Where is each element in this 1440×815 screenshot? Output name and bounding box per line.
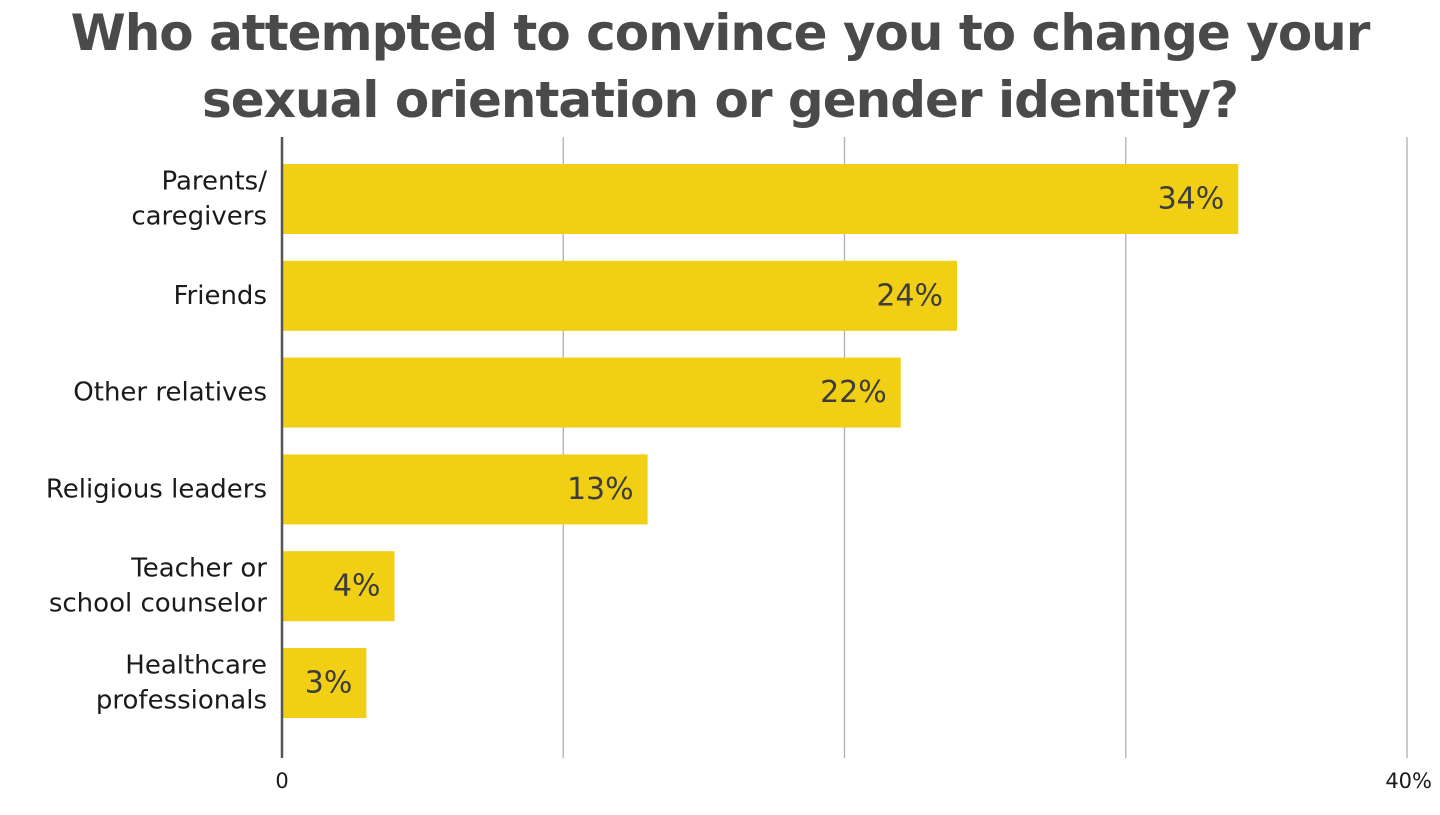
category-label: Parents/ xyxy=(161,167,267,197)
bar xyxy=(282,648,367,718)
bars xyxy=(282,164,1239,718)
bar xyxy=(282,551,395,622)
bar xyxy=(282,454,648,525)
x-tick-label: 40% xyxy=(1385,769,1432,793)
x-tick-labels: 0 40% xyxy=(275,769,1432,793)
x-tick-label: 0 xyxy=(275,769,288,793)
bar xyxy=(282,164,1239,234)
category-label: professionals xyxy=(96,686,267,716)
category-label: caregivers xyxy=(131,202,267,232)
value-labels: 34% 24% 22% 13% 4% 3% xyxy=(305,182,1224,701)
value-label: 4% xyxy=(333,569,381,604)
value-label: 24% xyxy=(876,278,943,313)
value-label: 34% xyxy=(1158,182,1225,217)
category-label: Teacher or xyxy=(130,554,267,584)
category-label: Friends xyxy=(173,281,267,311)
value-label: 3% xyxy=(305,666,353,701)
chart-title: Who attempted to convince you to change … xyxy=(70,4,1371,129)
bar xyxy=(282,357,901,428)
category-labels: Parents/caregivers Friends Other relatives… xyxy=(46,167,267,716)
category-label: school counselor xyxy=(49,589,267,619)
value-label: 22% xyxy=(820,375,887,410)
bar xyxy=(282,260,957,331)
category-label: Religious leaders xyxy=(46,474,267,504)
value-label: 13% xyxy=(567,472,634,507)
gridlines xyxy=(562,137,1408,758)
category-label: Other relatives xyxy=(73,378,267,408)
category-label: Healthcare xyxy=(125,651,267,681)
